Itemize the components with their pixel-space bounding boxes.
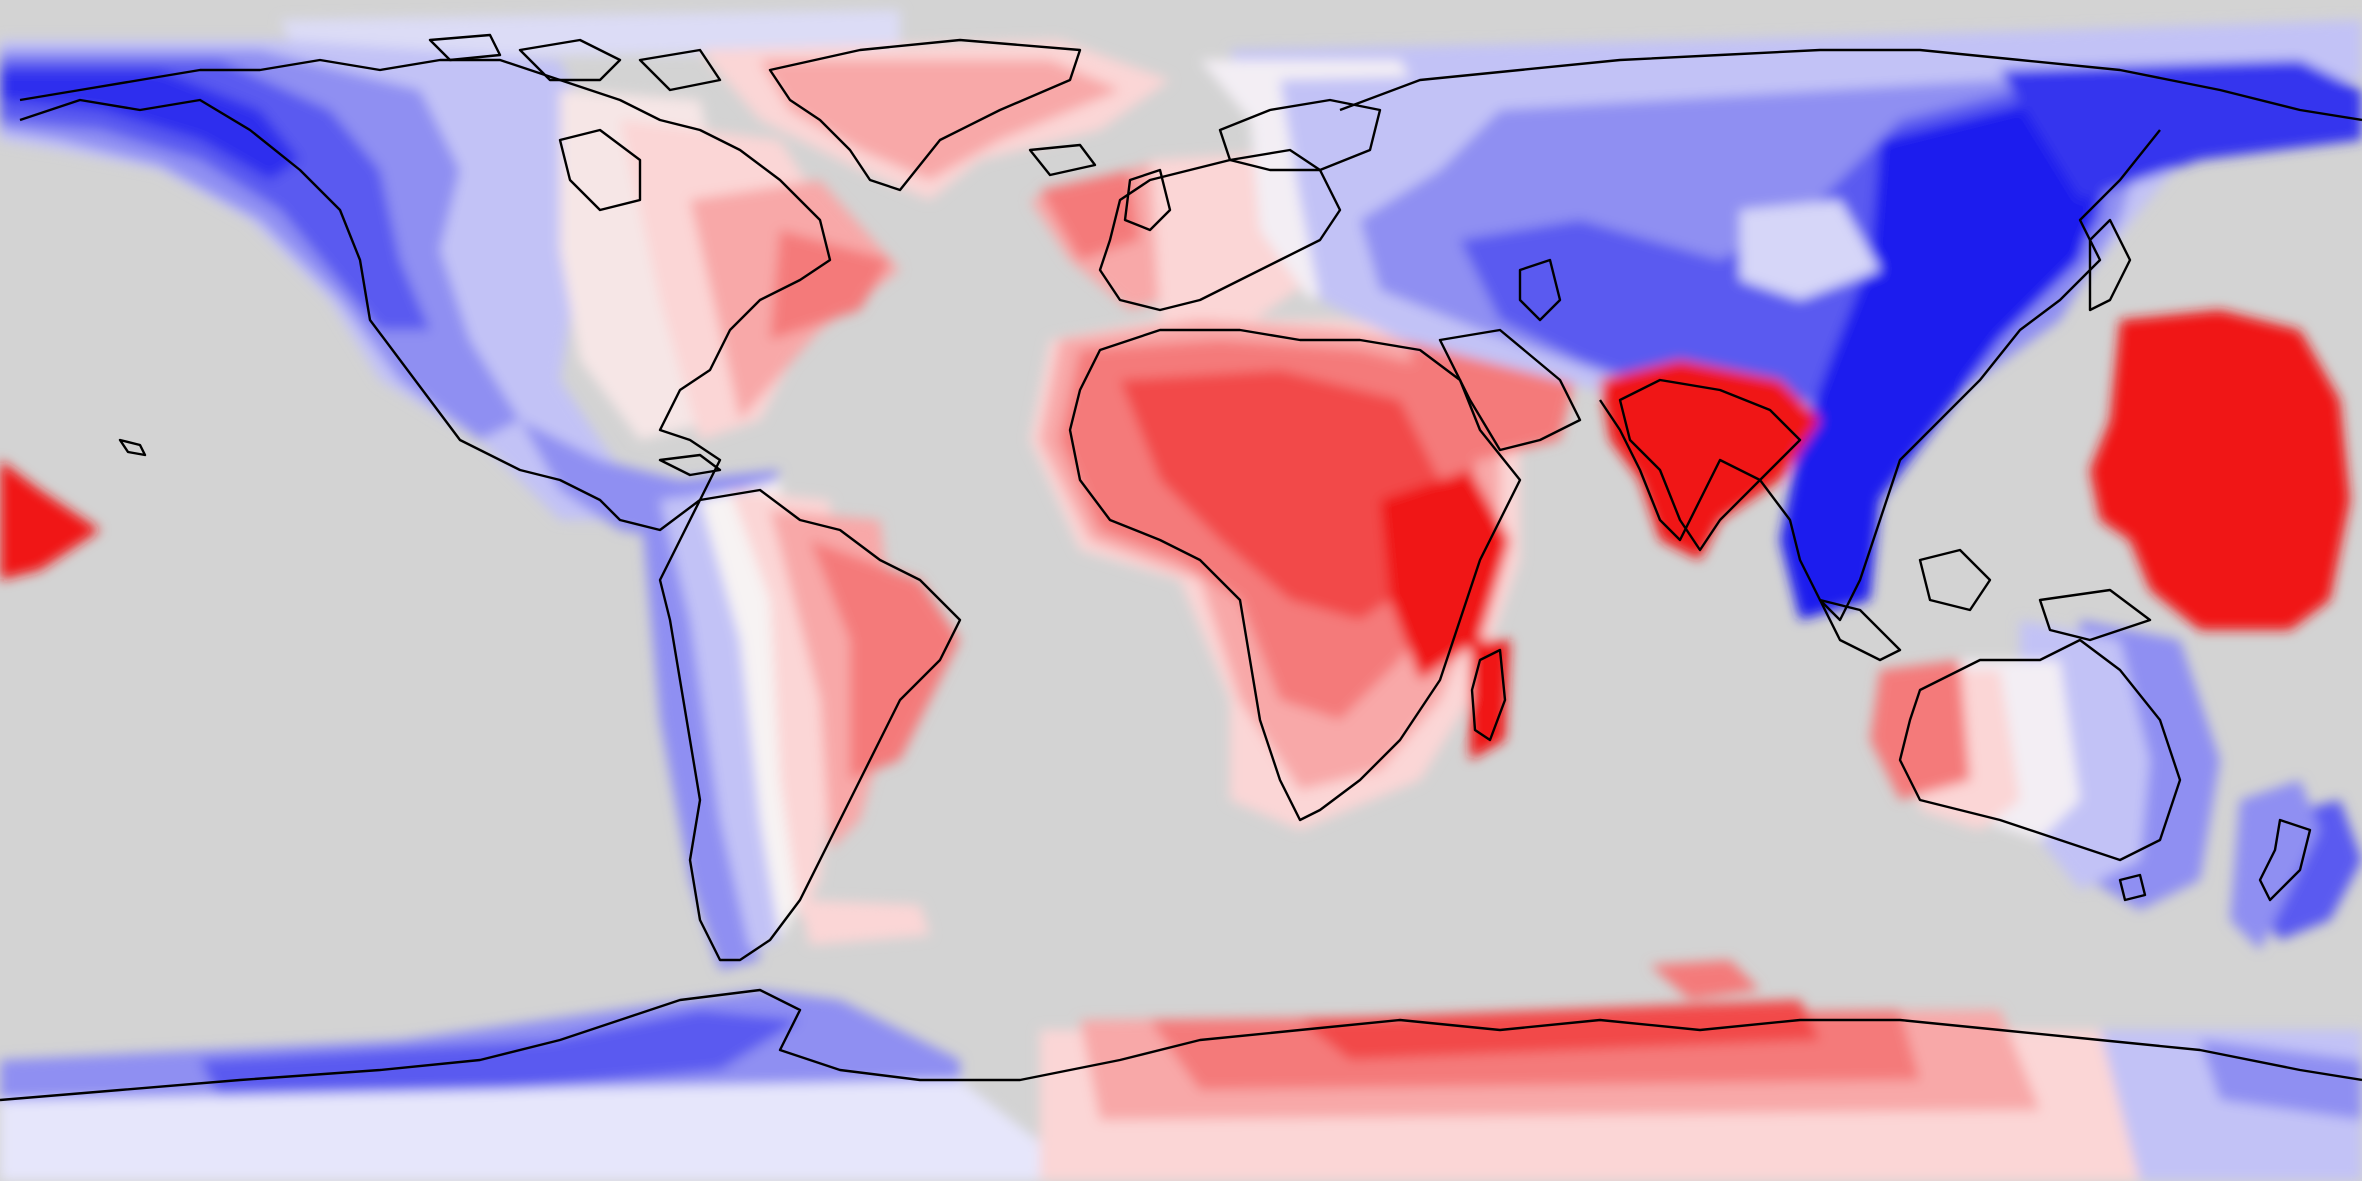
sa-field-mid-red bbox=[810, 540, 960, 780]
coast-north-america bbox=[19, 58, 832, 532]
nz-field-outer bbox=[2230, 780, 2320, 950]
coast-india bbox=[1618, 378, 1802, 552]
coast-canadian-islands bbox=[428, 33, 722, 92]
coast-caspian bbox=[1518, 258, 1562, 322]
coast-sumatra bbox=[1818, 598, 1902, 662]
antarctica-field-pale bbox=[0, 1080, 1050, 1181]
arctic-pale-band bbox=[280, 10, 900, 60]
alaska-field-dark bbox=[0, 70, 300, 180]
coast-africa bbox=[1068, 328, 1522, 822]
sa-field-pale-blue bbox=[660, 490, 780, 950]
coast-borneo bbox=[1918, 548, 1992, 612]
coast-new-zealand bbox=[2258, 818, 2312, 902]
coast-japan bbox=[2088, 218, 2132, 312]
coast-iceland bbox=[1028, 143, 1097, 177]
coast-asia-north bbox=[1339, 48, 2362, 122]
coast-caribbean bbox=[658, 453, 722, 477]
coast-antarctica bbox=[0, 988, 2362, 1102]
pacific-anomaly-field bbox=[2090, 310, 2350, 630]
west-edge-anomaly bbox=[0, 460, 100, 580]
coast-greenland bbox=[768, 38, 1082, 192]
south-indian-islands bbox=[1650, 960, 1760, 1000]
africa-field-red bbox=[1120, 370, 1440, 620]
alaska-field-core bbox=[0, 60, 430, 330]
coast-madagascar bbox=[1470, 648, 1507, 742]
coast-south-america bbox=[658, 488, 962, 962]
alaska-field-mid bbox=[0, 50, 520, 440]
africa-field-dark bbox=[1380, 470, 1510, 680]
greenland-field-mid bbox=[760, 60, 1120, 180]
antarctica-field-red-dark bbox=[1300, 1000, 1820, 1060]
coast-australia bbox=[1898, 638, 2182, 862]
australia-field-red bbox=[1870, 660, 1970, 800]
sa-tip-field bbox=[800, 900, 930, 945]
coastlines bbox=[0, 33, 2362, 1102]
asia-field-dark bbox=[1780, 100, 2110, 620]
europe-field-mid bbox=[1040, 170, 1140, 260]
antarctica-field-east-inner bbox=[2200, 1040, 2362, 1120]
coast-scandinavia bbox=[1218, 98, 1382, 172]
coast-britain bbox=[1123, 168, 1172, 232]
coast-europe bbox=[1098, 148, 1342, 312]
coast-hudson-bay bbox=[558, 128, 642, 212]
coast-arabia bbox=[1438, 328, 1582, 452]
madagascar-field bbox=[1470, 640, 1510, 760]
coast-hawaii bbox=[118, 438, 147, 457]
coast-tasmania bbox=[2118, 873, 2147, 902]
coast-new-guinea bbox=[2038, 588, 2152, 642]
east-asia-field-top bbox=[2000, 60, 2362, 200]
asia-pale-patch bbox=[1740, 200, 1880, 300]
na-east-field-red bbox=[770, 230, 890, 340]
coast-asia-east bbox=[1599, 129, 2161, 622]
